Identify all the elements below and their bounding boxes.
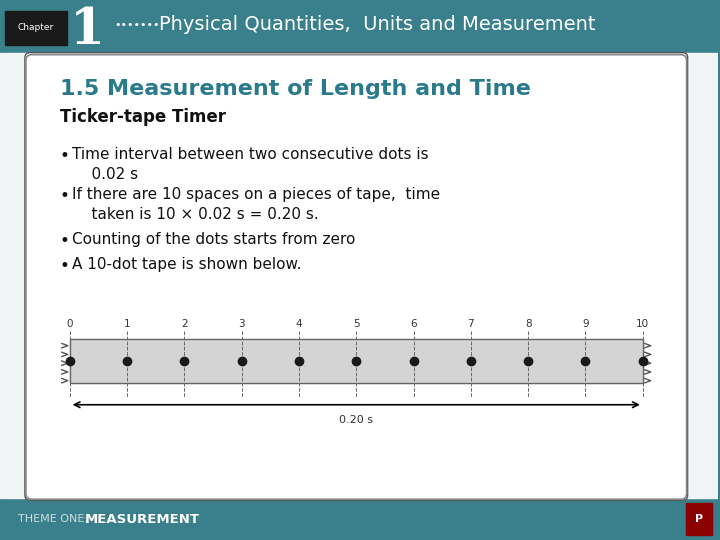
Text: 0: 0 (66, 319, 73, 329)
Bar (0, 498, 718, 540)
Text: 0.20 s: 0.20 s (339, 415, 373, 424)
Text: 6: 6 (410, 319, 417, 329)
Text: Time interval between two consecutive dots is
    0.02 s: Time interval between two consecutive do… (72, 147, 428, 182)
Text: If there are 10 spaces on a pieces of tape,  time
    taken is 10 × 0.02 s = 0.2: If there are 10 spaces on a pieces of ta… (72, 187, 440, 222)
FancyBboxPatch shape (25, 53, 688, 500)
Text: Ticker-tape Timer: Ticker-tape Timer (60, 109, 226, 126)
FancyBboxPatch shape (26, 55, 687, 499)
Text: •: • (60, 256, 70, 274)
Text: 9: 9 (582, 319, 589, 329)
Text: Physical Quantities,  Units and Measurement: Physical Quantities, Units and Measureme… (159, 15, 596, 35)
Text: 2: 2 (181, 319, 188, 329)
Text: MEASUREMENT: MEASUREMENT (85, 512, 199, 525)
Text: •: • (60, 187, 70, 205)
Bar (685, 503, 711, 535)
Text: 5: 5 (353, 319, 359, 329)
Text: A 10-dot tape is shown below.: A 10-dot tape is shown below. (72, 256, 301, 272)
Bar (5, 11, 67, 45)
Text: P: P (695, 514, 703, 524)
Text: 3: 3 (238, 319, 245, 329)
Bar (70, 339, 643, 383)
Bar (70, 339, 643, 383)
Text: 10: 10 (636, 319, 649, 329)
Bar (0, 3, 718, 53)
Text: 1: 1 (124, 319, 130, 329)
Text: 1.5 Measurement of Length and Time: 1.5 Measurement of Length and Time (60, 79, 531, 99)
Text: •: • (60, 232, 70, 249)
Text: THEME ONE:: THEME ONE: (18, 514, 88, 524)
Text: 4: 4 (296, 319, 302, 329)
Bar (0, 53, 718, 498)
Text: 8: 8 (525, 319, 531, 329)
Text: 1: 1 (71, 6, 105, 55)
Text: Counting of the dots starts from zero: Counting of the dots starts from zero (72, 232, 355, 247)
Text: •: • (60, 147, 70, 165)
Text: 7: 7 (467, 319, 474, 329)
Text: Chapter: Chapter (18, 23, 54, 32)
Text: •••••••: ••••••• (114, 20, 160, 30)
